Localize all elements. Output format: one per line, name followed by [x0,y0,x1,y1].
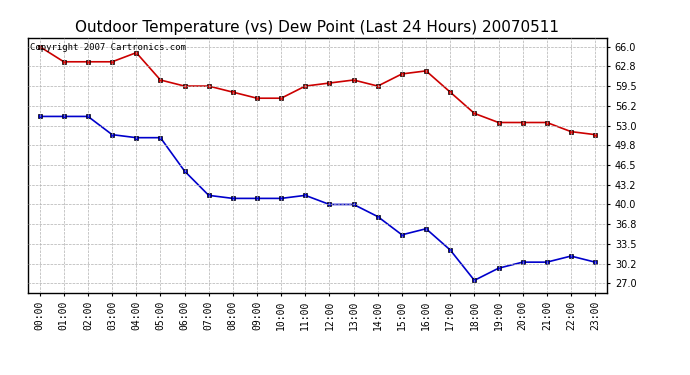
Text: Copyright 2007 Cartronics.com: Copyright 2007 Cartronics.com [30,43,186,52]
Title: Outdoor Temperature (vs) Dew Point (Last 24 Hours) 20070511: Outdoor Temperature (vs) Dew Point (Last… [75,20,560,35]
